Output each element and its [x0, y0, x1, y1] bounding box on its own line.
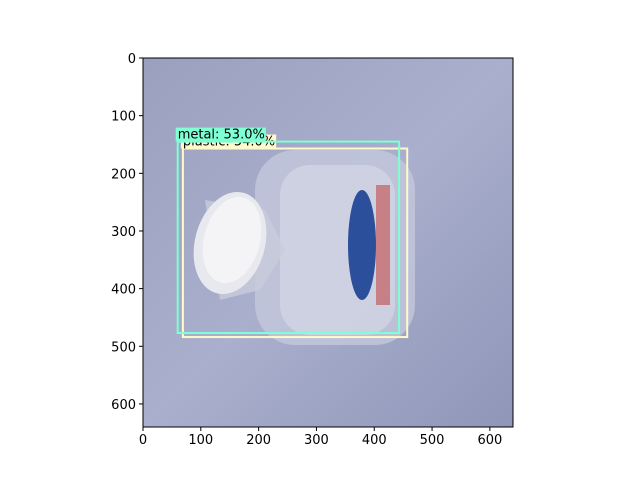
y-tick-label: 100	[111, 110, 136, 125]
label-background	[175, 127, 266, 142]
x-tick-label: 100	[188, 433, 213, 448]
x-tick-label: 600	[477, 433, 502, 448]
photo	[143, 58, 513, 427]
x-tick-label: 0	[139, 433, 147, 448]
detection-box	[181, 147, 409, 339]
y-tick-label: 500	[111, 340, 136, 355]
detection-box	[176, 140, 401, 335]
y-tick-label: 300	[111, 225, 136, 240]
y-tick-label: 0	[128, 52, 136, 67]
x-tick-label: 200	[246, 433, 271, 448]
x-tick-label: 500	[420, 433, 445, 448]
axes-frame	[142, 57, 514, 428]
x-tick-label: 400	[362, 433, 387, 448]
y-tick-label: 200	[111, 167, 136, 182]
box-label: metal: 53.0%	[178, 128, 265, 143]
y-tick-label: 400	[111, 283, 136, 298]
x-tick-label: 300	[304, 433, 329, 448]
y-tick-label: 600	[111, 398, 136, 413]
